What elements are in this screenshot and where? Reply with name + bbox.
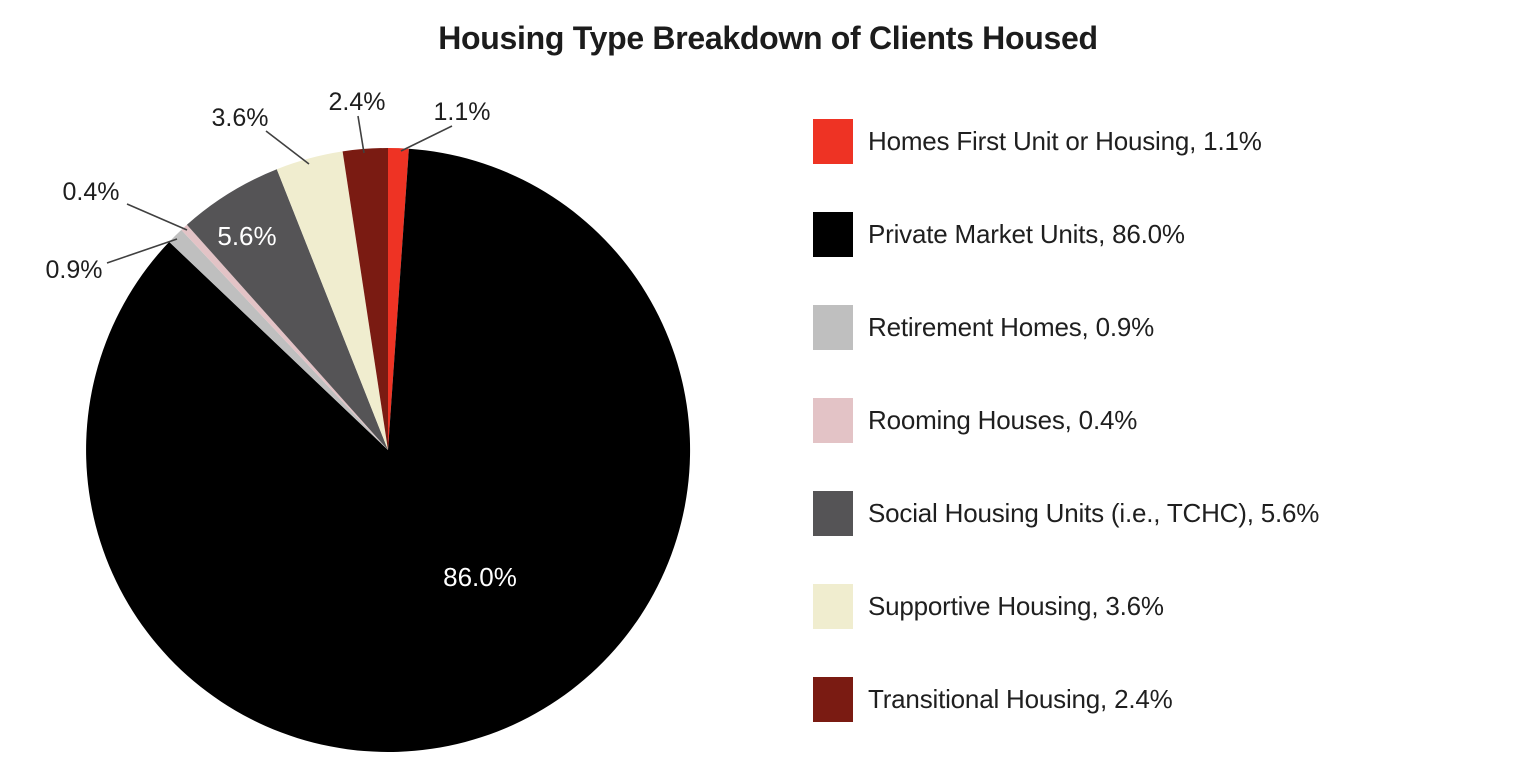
legend-label: Retirement Homes, 0.9% [868,312,1155,342]
legend-item-transitional-housing: Transitional Housing, 2.4% [813,677,1319,722]
legend-item-social-housing-units-i-e-tchc: Social Housing Units (i.e., TCHC), 5.6% [813,491,1319,536]
pie-slice-social-housing-units-i-e-tchc[interactable] [186,169,388,450]
legend-swatch [813,677,853,722]
leader-line [265,130,310,165]
leader-line [400,125,453,152]
legend-label: Homes First Unit or Housing, 1.1% [868,126,1262,156]
leader-line [357,115,365,154]
pie-percentage-label: 0.4% [63,178,120,206]
legend-label: Social Housing Units (i.e., TCHC), 5.6% [868,498,1320,528]
legend-swatch [813,119,853,164]
pie-percentage-label: 1.1% [434,98,491,126]
leader-line [126,203,188,231]
legend: Homes First Unit or Housing, 1.1% Private… [813,119,1319,722]
legend-label: Rooming Houses, 0.4% [868,405,1138,435]
legend-item-homes-first-unit-or-housing: Homes First Unit or Housing, 1.1% [813,119,1319,164]
legend-swatch [813,305,853,350]
pie-percentage-label: 5.6% [217,221,276,251]
leader-line [106,238,178,264]
legend-item-rooming-houses: Rooming Houses, 0.4% [813,398,1319,443]
chart-title: Housing Type Breakdown of Clients Housed [438,20,1098,56]
pie-slice-homes-first-unit-or-housing[interactable] [388,147,409,450]
pie-slice-supportive-housing[interactable] [276,151,388,450]
legend-item-private-market-units: Private Market Units, 86.0% [813,212,1319,257]
pie-chart: 1.1% 86.0% 0.9% 0.4% 5.6% 3.6% 2.4% [46,88,691,752]
pie-slice-retirement-homes[interactable] [169,229,388,450]
pie-slice-private-market-units[interactable] [86,148,691,752]
legend-swatch [813,398,853,443]
legend-label: Transitional Housing, 2.4% [868,684,1173,714]
legend-swatch [813,212,853,257]
legend-item-retirement-homes: Retirement Homes, 0.9% [813,305,1319,350]
legend-swatch [813,584,853,629]
pie-percentage-label: 2.4% [329,88,386,116]
legend-label: Supportive Housing, 3.6% [868,591,1164,621]
legend-label: Private Market Units, 86.0% [868,219,1185,249]
legend-item-supportive-housing: Supportive Housing, 3.6% [813,584,1319,629]
legend-swatch [813,491,853,536]
pie-percentage-label: 86.0% [443,562,517,592]
pie-percentage-label: 3.6% [212,104,269,132]
pie-slice-transitional-housing[interactable] [342,147,388,450]
pie-percentage-label: 0.9% [46,256,103,284]
pie-slice-rooming-houses[interactable] [181,224,388,450]
